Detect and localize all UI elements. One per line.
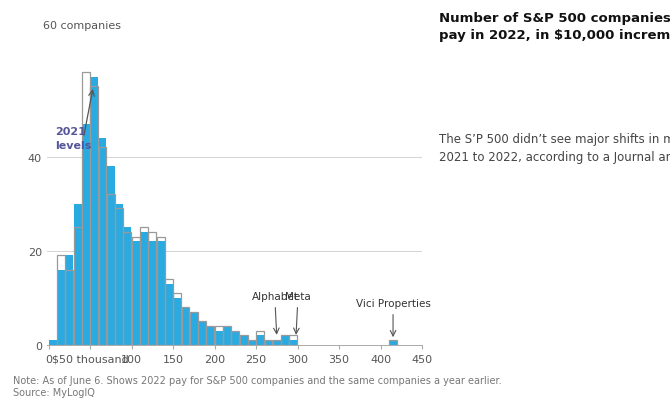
Bar: [98, 139, 107, 345]
Bar: [174, 298, 181, 345]
Bar: [240, 336, 248, 345]
Text: Meta: Meta: [285, 291, 310, 301]
Bar: [215, 326, 222, 345]
Bar: [140, 228, 148, 345]
Bar: [157, 242, 165, 345]
Bar: [123, 228, 131, 345]
Bar: [281, 336, 289, 345]
Bar: [66, 270, 73, 345]
Bar: [82, 73, 90, 345]
Bar: [66, 256, 73, 345]
Bar: [248, 340, 256, 345]
Bar: [90, 87, 98, 345]
Text: 2021
levels: 2021 levels: [55, 127, 92, 150]
Bar: [248, 340, 256, 345]
Text: Note: As of June 6. Shows 2022 pay for S&P 500 companies and the same companies : Note: As of June 6. Shows 2022 pay for S…: [13, 375, 502, 397]
Bar: [107, 195, 115, 345]
Bar: [223, 326, 231, 345]
Text: Alphabet: Alphabet: [252, 291, 299, 301]
Bar: [74, 204, 82, 345]
Bar: [389, 340, 397, 345]
Bar: [257, 331, 264, 345]
Text: The S’P 500 didn’t see major shifts in median pay from
2021 to 2022, according t: The S’P 500 didn’t see major shifts in m…: [439, 132, 670, 163]
Text: 60 companies: 60 companies: [43, 21, 121, 31]
Bar: [215, 331, 222, 345]
Bar: [98, 148, 107, 345]
Bar: [148, 232, 156, 345]
Bar: [281, 336, 289, 345]
Bar: [115, 204, 123, 345]
Bar: [174, 293, 181, 345]
Bar: [115, 209, 123, 345]
Bar: [82, 124, 90, 345]
Bar: [190, 312, 198, 345]
Bar: [223, 326, 231, 345]
Bar: [273, 340, 281, 345]
Bar: [231, 331, 239, 345]
Bar: [132, 237, 139, 345]
Bar: [165, 284, 173, 345]
Bar: [182, 307, 190, 345]
Bar: [273, 340, 281, 345]
Bar: [389, 340, 397, 345]
Bar: [206, 326, 214, 345]
Bar: [182, 307, 190, 345]
Bar: [132, 242, 139, 345]
Bar: [198, 322, 206, 345]
Bar: [165, 279, 173, 345]
Bar: [49, 340, 57, 345]
Bar: [90, 78, 98, 345]
Bar: [123, 232, 131, 345]
Bar: [57, 270, 65, 345]
Bar: [289, 340, 297, 345]
Bar: [240, 336, 248, 345]
Bar: [190, 312, 198, 345]
Bar: [140, 232, 148, 345]
Bar: [57, 256, 65, 345]
Bar: [231, 331, 239, 345]
Bar: [74, 228, 82, 345]
Bar: [257, 336, 264, 345]
Text: Number of S&P 500 companies by median employee
pay in 2022, in $10,000 increment: Number of S&P 500 companies by median em…: [439, 12, 670, 42]
Bar: [148, 242, 156, 345]
Bar: [265, 340, 273, 345]
Bar: [265, 340, 273, 345]
Bar: [198, 322, 206, 345]
Bar: [206, 326, 214, 345]
Bar: [157, 237, 165, 345]
Text: Vici Properties: Vici Properties: [356, 298, 431, 308]
Bar: [289, 336, 297, 345]
Bar: [107, 167, 115, 345]
